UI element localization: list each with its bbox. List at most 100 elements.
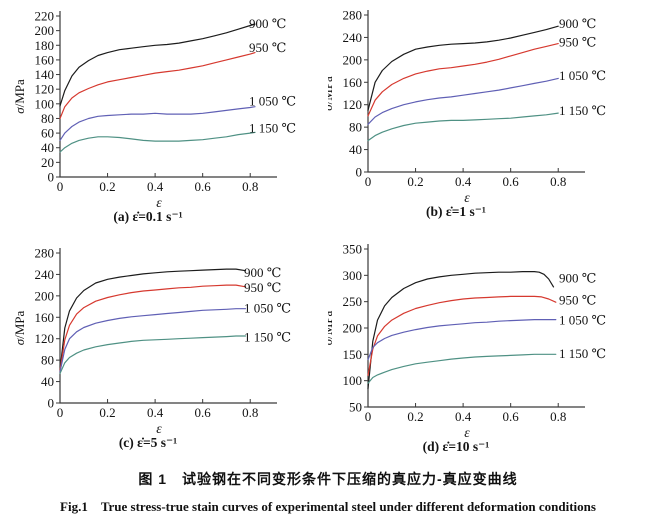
y-tick-label: 160	[35, 52, 55, 67]
y-tick-label: 80	[41, 353, 54, 368]
y-axis-title: σ/MPa	[12, 79, 27, 114]
y-tick-label: 160	[35, 310, 55, 325]
y-tick-label: 160	[343, 75, 363, 90]
y-tick-label: 150	[343, 347, 363, 362]
series-line-1150℃	[59, 335, 247, 375]
series-label-1050℃: 1 050 ℃	[244, 301, 291, 316]
series-line-1150℃	[59, 131, 256, 153]
x-tick-label: 0.8	[242, 179, 258, 194]
y-tick-label: 350	[343, 242, 363, 257]
y-tick-label: 250	[343, 294, 363, 309]
series-label-1150℃: 1 150 ℃	[559, 103, 606, 118]
figure-caption-en: Fig.1 True stress-true stain curves of e…	[60, 499, 596, 514]
axes	[367, 244, 585, 408]
x-tick-label: 0.2	[99, 405, 115, 420]
y-tick-label: 280	[343, 8, 363, 23]
y-tick-label: 200	[35, 288, 55, 303]
series-label-1050℃: 1 050 ℃	[559, 68, 606, 83]
x-tick-label: 0.4	[455, 174, 472, 189]
y-tick-label: 100	[343, 373, 363, 388]
x-tick-label: 0.2	[99, 179, 115, 194]
y-axis-title: σ/MPa	[328, 310, 335, 345]
series-label-1050℃: 1 050 ℃	[559, 313, 606, 328]
y-tick-label: 100	[35, 96, 55, 111]
y-tick-label: 240	[35, 267, 55, 282]
series-line-950℃	[59, 52, 256, 120]
x-tick-label: 0.2	[407, 174, 423, 189]
y-tick-label: 220	[35, 9, 55, 24]
x-tick-label: 0.4	[147, 405, 164, 420]
y-tick-label: 200	[35, 23, 55, 38]
x-tick-label: 0.6	[503, 174, 520, 189]
x-tick-label: 0	[365, 174, 372, 189]
subplot-d: 50 100 150 200 250 300 350 0 0.2 0.4 0.6 0.8 σ/MPa ε(…	[320, 230, 656, 466]
subplot-b-canvas: 0 40 80 120 160 200 240 280 0 0.2 0.4 0.6 0.8 σ/MPa ε(…	[320, 8, 606, 220]
y-tick-label: 40	[349, 142, 362, 157]
series-line-950℃	[367, 295, 557, 376]
x-axis-title: ε	[464, 191, 470, 206]
subplot-d-canvas: 50 100 150 200 250 300 350 0 0.2 0.4 0.6 0.8 σ/MPa ε(…	[320, 242, 606, 455]
x-tick-label: 0	[57, 179, 64, 194]
x-tick-label: 0.6	[503, 409, 520, 424]
series-label-900℃: 900 ℃	[559, 16, 596, 31]
series-label-950℃: 950 ℃	[559, 34, 596, 49]
subplot-caption: (c) ε̇=5 s⁻¹	[119, 435, 177, 450]
subplot-caption: (d) ε̇=10 s⁻¹	[423, 439, 490, 454]
series-line-950℃	[367, 43, 559, 117]
y-tick-label: 40	[41, 140, 54, 155]
subplot-c: 0 40 80 120 160 200 240 280 0 0.2 0.4 0.6 0.8 σ/MPa ε(…	[0, 230, 328, 466]
y-tick-label: 240	[343, 30, 363, 45]
x-tick-label: 0.8	[550, 409, 566, 424]
x-tick-label: 0.6	[195, 179, 212, 194]
series-line-1050℃	[367, 319, 557, 361]
series-line-1150℃	[367, 353, 557, 384]
series-label-1150℃: 1 150 ℃	[559, 346, 606, 361]
series-line-1050℃	[367, 77, 559, 125]
y-tick-label: 40	[41, 374, 54, 389]
y-tick-label: 60	[41, 126, 54, 141]
x-tick-label: 0.4	[455, 409, 472, 424]
y-tick-label: 120	[343, 97, 363, 112]
series-line-1150℃	[367, 112, 559, 142]
subplot-caption: (b) ε̇=1 s⁻¹	[426, 204, 486, 219]
y-tick-label: 80	[41, 111, 54, 126]
y-tick-label: 120	[35, 82, 55, 97]
series-label-900℃: 900 ℃	[249, 16, 286, 31]
series-line-1050℃	[59, 106, 256, 141]
x-axis-title: ε	[156, 196, 162, 211]
y-tick-label: 0	[356, 165, 363, 180]
series-label-950℃: 950 ℃	[559, 293, 596, 308]
series-line-950℃	[59, 284, 247, 372]
series-line-900℃	[59, 268, 247, 371]
y-tick-label: 120	[35, 331, 55, 346]
x-tick-label: 0.8	[550, 174, 566, 189]
axes	[59, 11, 277, 178]
x-tick-label: 0.2	[407, 409, 423, 424]
subplot-c-canvas: 0 40 80 120 160 200 240 280 0 0.2 0.4 0.6 0.8 σ/MPa ε(…	[12, 246, 291, 451]
y-tick-label: 200	[343, 321, 363, 336]
axes	[367, 10, 585, 173]
y-tick-label: 300	[343, 268, 363, 283]
figure-captions: 图 1 试验钢在不同变形条件下压缩的真应力-真应变曲线 Fig.1 True s…	[0, 469, 656, 515]
x-tick-label: 0	[365, 409, 372, 424]
x-tick-label: 0.8	[242, 405, 258, 420]
series-line-1050℃	[59, 308, 247, 373]
series-label-950℃: 950 ℃	[244, 280, 281, 295]
series-line-900℃	[367, 271, 555, 390]
subplot-a: 0 20 40 60 80 100 120 140 160 180 200 220 0 0.2 0.4 0.6…	[0, 0, 328, 230]
subplot-caption: (a) ε̇=0.1 s⁻¹	[113, 209, 182, 224]
figure-caption-zh: 图 1 试验钢在不同变形条件下压缩的真应力-真应变曲线	[138, 471, 518, 487]
y-tick-label: 50	[349, 400, 362, 415]
y-tick-label: 80	[349, 120, 362, 135]
series-label-950℃: 950 ℃	[249, 40, 286, 55]
series-line-900℃	[59, 23, 256, 107]
series-label-1050℃: 1 050 ℃	[249, 93, 296, 108]
series-label-1150℃: 1 150 ℃	[249, 120, 296, 135]
y-tick-label: 200	[343, 52, 363, 67]
series-label-1150℃: 1 150 ℃	[244, 330, 291, 345]
y-tick-label: 280	[35, 246, 55, 261]
series-label-900℃: 900 ℃	[559, 270, 596, 285]
y-tick-label: 20	[41, 155, 54, 170]
y-tick-label: 140	[35, 67, 55, 82]
